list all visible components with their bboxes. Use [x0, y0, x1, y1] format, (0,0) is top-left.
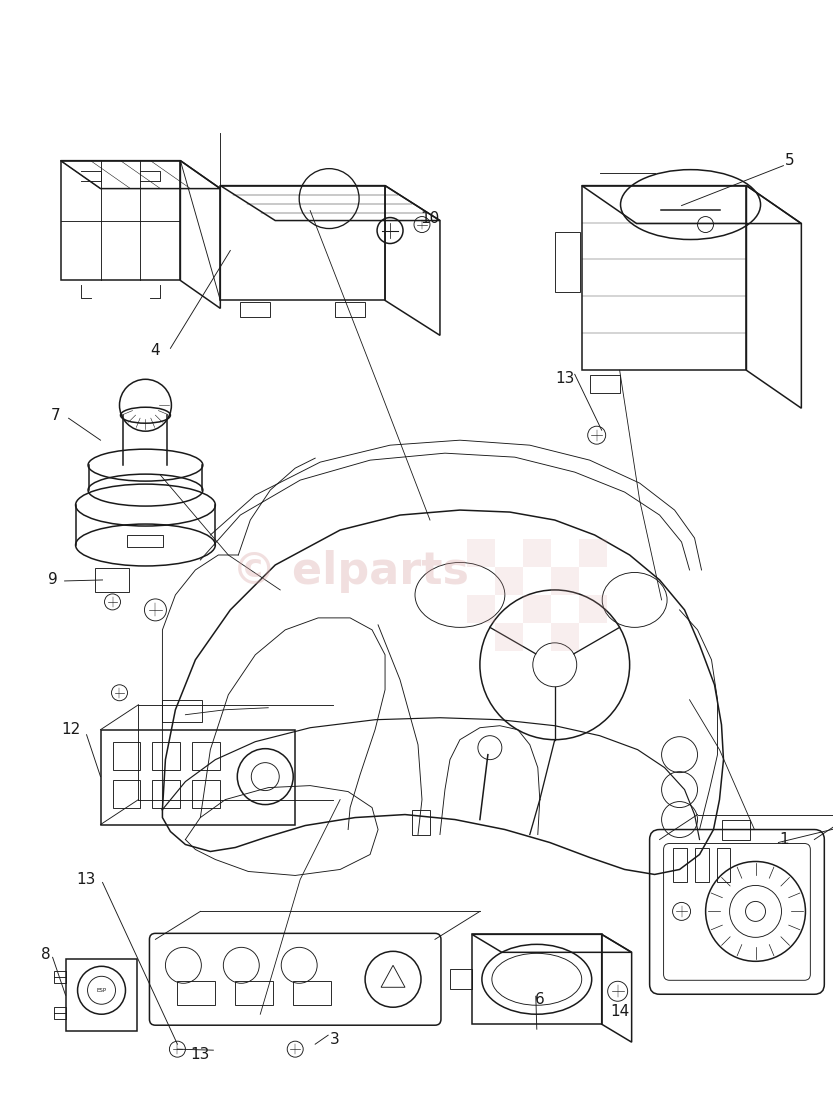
Bar — [695, 847, 709, 882]
Bar — [193, 741, 220, 770]
Text: 10: 10 — [420, 211, 440, 227]
Bar — [590, 375, 620, 394]
Text: 5: 5 — [785, 153, 794, 168]
Bar — [294, 981, 331, 1005]
Bar — [579, 539, 606, 566]
Bar — [579, 595, 606, 623]
Bar — [94, 568, 129, 592]
Bar — [153, 741, 180, 770]
Text: 6: 6 — [535, 992, 545, 1007]
Text: 4: 4 — [151, 343, 160, 358]
Bar — [716, 847, 731, 882]
Bar — [335, 302, 365, 318]
Text: ESP: ESP — [97, 988, 107, 993]
Bar — [113, 780, 140, 807]
Bar — [235, 981, 274, 1005]
Bar — [495, 623, 523, 651]
Text: 13: 13 — [191, 1047, 210, 1062]
Bar — [163, 700, 203, 722]
Bar — [113, 741, 140, 770]
Text: 13: 13 — [76, 872, 95, 887]
Bar — [523, 539, 550, 566]
Bar — [128, 535, 163, 547]
Bar — [523, 595, 550, 623]
Text: © elparts: © elparts — [232, 550, 469, 594]
Bar — [555, 231, 580, 293]
Bar — [193, 780, 220, 807]
Bar — [450, 969, 472, 989]
Bar — [101, 729, 295, 825]
Bar — [153, 780, 180, 807]
Text: 12: 12 — [61, 723, 80, 737]
Bar — [53, 1008, 66, 1020]
Bar — [672, 847, 686, 882]
Text: 14: 14 — [610, 1003, 630, 1019]
Bar — [722, 820, 751, 839]
Bar — [66, 959, 138, 1031]
Text: 1: 1 — [780, 832, 789, 847]
Bar — [550, 566, 579, 595]
Bar — [53, 971, 66, 983]
Bar — [467, 595, 495, 623]
Text: 9: 9 — [48, 572, 58, 587]
Bar — [495, 566, 523, 595]
Bar — [550, 623, 579, 651]
Text: 13: 13 — [555, 371, 575, 386]
Bar — [467, 539, 495, 566]
Text: 8: 8 — [41, 947, 51, 961]
Bar — [178, 981, 215, 1005]
Text: 7: 7 — [51, 408, 60, 422]
Bar — [240, 302, 270, 318]
Text: 3: 3 — [330, 1032, 340, 1047]
Bar — [412, 810, 430, 835]
